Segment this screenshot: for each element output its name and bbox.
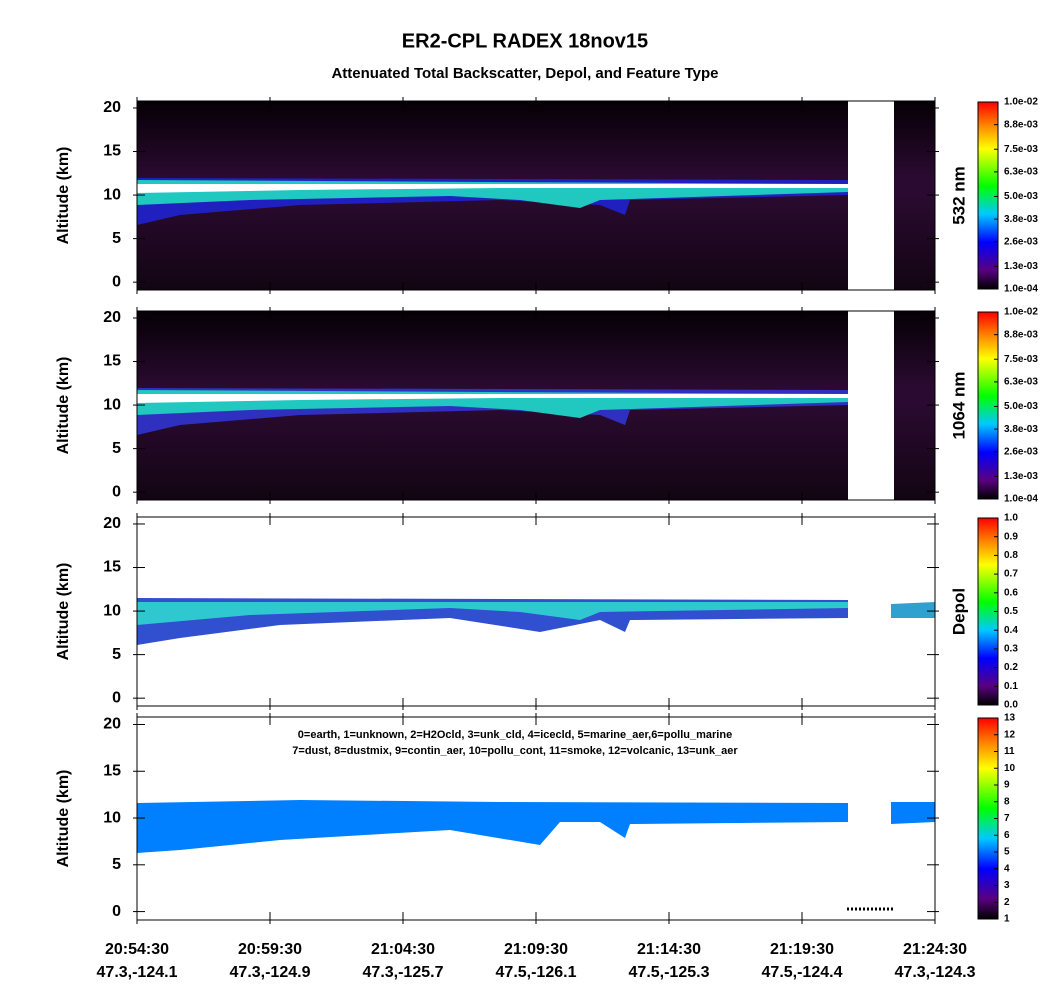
y-tick-label: 20 — [103, 515, 121, 532]
colorbar-tick-label: 7 — [1004, 813, 1010, 824]
x-tick-label: 21:09:30 — [504, 941, 568, 958]
colorbar-tick-label: 12 — [1004, 729, 1016, 740]
x-tick-label: 21:24:30 — [903, 941, 967, 958]
colorbar-tick-label: 5 — [1004, 847, 1010, 858]
colorbar-tick-label: 7.5e-03 — [1004, 144, 1038, 155]
colorbar-tick-label: 1.3e-03 — [1004, 471, 1038, 482]
x-tick-sublabel: 47.5,-125.3 — [629, 964, 710, 981]
x-tick-label: 21:14:30 — [637, 941, 701, 958]
colorbar-tick-label: 2.6e-03 — [1004, 236, 1038, 247]
colorbar-tick-label: 8 — [1004, 796, 1010, 807]
y-axis-label: Altitude (km) — [55, 147, 72, 245]
y-tick-label: 5 — [112, 856, 121, 873]
colorbar-tick-label: 3.8e-03 — [1004, 424, 1038, 435]
colorbar-tick-label: 5.0e-03 — [1004, 401, 1038, 412]
colorbar-tick-label: 0.9 — [1004, 531, 1018, 542]
y-tick-label: 5 — [112, 230, 121, 247]
y-tick-label: 10 — [103, 396, 121, 413]
colorbar-tick-label: 1.3e-03 — [1004, 261, 1038, 272]
colorbar-tick-label: 8.8e-03 — [1004, 119, 1038, 130]
y-tick-label: 15 — [103, 762, 121, 779]
y-tick-label: 15 — [103, 353, 121, 370]
colorbar-tick-label: 0.7 — [1004, 569, 1018, 580]
colorbar-label: Depol — [949, 588, 968, 635]
y-axis-label: Altitude (km) — [55, 357, 72, 455]
colorbar-tick-label: 9 — [1004, 780, 1010, 791]
colorbar-tick-label: 6.3e-03 — [1004, 377, 1038, 388]
colorbar-tick-label: 0.5 — [1004, 606, 1018, 617]
colorbar — [977, 101, 999, 290]
x-tick-label: 20:59:30 — [238, 941, 302, 958]
colorbar-tick-label: 1 — [1004, 914, 1010, 925]
colorbar-tick-label: 13 — [1004, 713, 1016, 724]
colorbar-tick-label: 0.8 — [1004, 550, 1018, 561]
y-tick-label: 20 — [103, 309, 121, 326]
y-tick-label: 10 — [103, 602, 121, 619]
x-tick-sublabel: 47.3,-125.7 — [363, 964, 444, 981]
x-tick-label: 21:19:30 — [770, 941, 834, 958]
colorbar-tick-label: 0.6 — [1004, 587, 1018, 598]
colorbar-tick-label: 0.1 — [1004, 681, 1018, 692]
colorbar-tick-label: 11 — [1004, 746, 1015, 757]
colorbar-tick-label: 10 — [1004, 763, 1016, 774]
annotation: 7=dust, 8=dustmix, 9=contin_aer, 10=poll… — [292, 745, 738, 757]
subtitle: Attenuated Total Backscatter, Depol, and… — [331, 65, 718, 82]
y-axis-label: Altitude (km) — [55, 770, 72, 868]
y-axis-label: Altitude (km) — [55, 563, 72, 661]
colorbar-tick-label: 6.3e-03 — [1004, 167, 1038, 178]
y-tick-label: 20 — [103, 716, 121, 733]
colorbar-tick-label: 1.0e-04 — [1004, 284, 1038, 295]
colorbar-tick-label: 3 — [1004, 880, 1010, 891]
colorbar-tick-label: 5.0e-03 — [1004, 191, 1038, 202]
y-tick-label: 0 — [112, 689, 121, 706]
colorbar-tick-label: 1.0 — [1004, 513, 1018, 524]
y-tick-label: 10 — [103, 186, 121, 203]
annotation: 0=earth, 1=unknown, 2=H2Ocld, 3=unk_cld,… — [298, 729, 732, 741]
colorbar-tick-label: 0.4 — [1004, 625, 1018, 636]
colorbar-tick-label: 0.3 — [1004, 644, 1018, 655]
colorbar-tick-label: 3.8e-03 — [1004, 214, 1038, 225]
x-tick-sublabel: 47.3,-124.3 — [895, 964, 976, 981]
title: ER2-CPL RADEX 18nov15 — [402, 30, 648, 52]
y-tick-label: 0 — [112, 903, 121, 920]
y-tick-label: 5 — [112, 646, 121, 663]
x-tick-label: 20:54:30 — [105, 941, 169, 958]
y-tick-label: 0 — [112, 483, 121, 500]
colorbar-tick-label: 1.0e-02 — [1004, 307, 1038, 318]
colorbar-tick-label: 6 — [1004, 830, 1010, 841]
x-tick-sublabel: 47.5,-124.4 — [762, 964, 843, 981]
colorbar-tick-label: 2 — [1004, 897, 1010, 908]
colorbar — [977, 311, 999, 500]
colorbar-tick-label: 1.0e-04 — [1004, 494, 1038, 505]
colorbar-label: 1064 nm — [949, 371, 968, 439]
y-tick-label: 20 — [103, 99, 121, 116]
colorbar-tick-label: 2.6e-03 — [1004, 446, 1038, 457]
curtain-depol — [137, 598, 935, 645]
colorbar-tick-label: 8.8e-03 — [1004, 329, 1038, 340]
colorbar-tick-label: 7.5e-03 — [1004, 354, 1038, 365]
x-tick-sublabel: 47.3,-124.9 — [230, 964, 311, 981]
colorbar-tick-label: 4 — [1004, 863, 1010, 874]
colorbar-tick-label: 0.2 — [1004, 662, 1018, 673]
y-tick-label: 10 — [103, 809, 121, 826]
colorbar-tick-label: 0.0 — [1004, 700, 1018, 711]
y-tick-label: 15 — [103, 559, 121, 576]
colorbar-tick-label: 1.0e-02 — [1004, 97, 1038, 108]
colorbar-label: 532 nm — [949, 166, 968, 225]
y-tick-label: 5 — [112, 440, 121, 457]
x-tick-sublabel: 47.5,-126.1 — [496, 964, 577, 981]
y-tick-label: 0 — [112, 273, 121, 290]
x-tick-label: 21:04:30 — [371, 941, 435, 958]
curtain-feature — [137, 800, 935, 911]
curtain-532 — [137, 101, 935, 290]
y-tick-label: 15 — [103, 143, 121, 160]
curtain-1064 — [137, 311, 935, 500]
x-tick-sublabel: 47.3,-124.1 — [97, 964, 178, 981]
